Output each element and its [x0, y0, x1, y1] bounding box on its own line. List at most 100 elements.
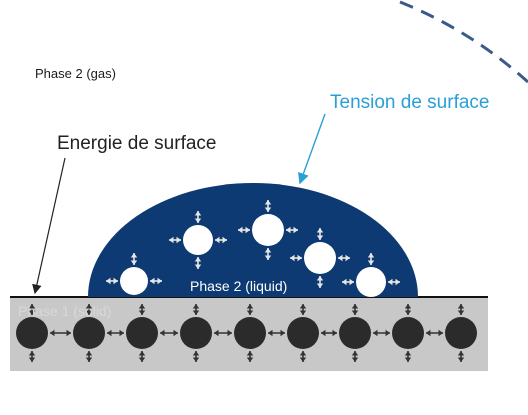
liquid-particle	[183, 225, 213, 255]
force-arrow	[338, 254, 350, 262]
force-arrow-head	[119, 329, 124, 337]
force-arrow-head	[264, 200, 272, 205]
liquid-droplet	[88, 183, 418, 297]
force-arrow	[290, 254, 302, 262]
force-arrow-head	[85, 310, 93, 315]
solid-particle	[16, 317, 48, 349]
force-arrow-head	[299, 310, 307, 315]
force-arrow-head	[388, 278, 393, 286]
force-arrow	[373, 329, 390, 337]
solid-particle	[180, 317, 212, 349]
force-arrow-head	[290, 254, 295, 262]
force-arrow-head	[173, 329, 178, 337]
gas-phase-label: Phase 2 (gas)	[35, 66, 116, 81]
force-arrow-head	[280, 329, 285, 337]
force-arrow-head	[28, 304, 36, 309]
force-arrow-head	[338, 254, 343, 262]
force-arrow	[28, 304, 36, 315]
force-arrow-head	[245, 226, 250, 234]
force-arrow-head	[373, 329, 378, 337]
force-arrow-head	[28, 310, 36, 315]
force-arrow	[457, 351, 465, 362]
force-arrow	[214, 329, 232, 337]
force-arrow-head	[367, 253, 375, 258]
force-arrow-head	[404, 310, 412, 315]
force-arrow-head	[316, 228, 324, 233]
force-arrow-head	[113, 277, 118, 285]
force-arrow	[299, 304, 307, 315]
surface-tension-label: Tension de surface	[330, 92, 490, 113]
force-arrow-head	[192, 357, 200, 362]
force-arrow	[246, 351, 254, 362]
surface-energy-label: Energie de surface	[57, 133, 217, 154]
force-arrow	[342, 278, 354, 286]
dashed-outline-arc	[399, 0, 528, 84]
liquid-particle	[304, 242, 336, 274]
force-arrow-head	[404, 304, 412, 309]
force-arrow-head	[321, 329, 326, 337]
force-arrow-head	[246, 310, 254, 315]
force-arrow	[404, 351, 412, 362]
force-arrow-head	[264, 255, 272, 260]
force-arrow-head	[215, 236, 220, 244]
force-arrow	[457, 304, 465, 315]
force-arrow	[107, 329, 124, 337]
force-arrow-head	[297, 254, 302, 262]
force-arrow	[238, 226, 250, 234]
solid-particle	[445, 317, 477, 349]
force-arrow-head	[150, 277, 155, 285]
force-arrow	[388, 278, 400, 286]
force-arrow-head	[192, 310, 200, 315]
force-arrow-head	[268, 329, 273, 337]
force-arrow-head	[351, 351, 359, 356]
force-arrow-head	[299, 357, 307, 362]
force-arrow-head	[160, 329, 165, 337]
force-arrow-head	[50, 329, 55, 337]
force-arrow	[169, 236, 181, 244]
force-arrow	[367, 253, 375, 265]
force-arrow-head	[367, 260, 375, 265]
force-arrow-head	[426, 329, 431, 337]
force-arrow-head	[176, 236, 181, 244]
force-arrow	[215, 236, 227, 244]
force-arrow	[85, 351, 93, 362]
force-arrow	[404, 304, 412, 315]
force-arrow-head	[438, 329, 443, 337]
force-arrow-head	[404, 351, 412, 356]
surface-tension-leader	[298, 113, 326, 185]
liquid-particle	[252, 214, 284, 246]
force-arrow-head	[222, 236, 227, 244]
force-arrow	[426, 329, 443, 337]
force-arrow-head	[342, 278, 347, 286]
force-arrow-head	[85, 351, 93, 356]
force-arrow	[246, 304, 254, 315]
force-arrow	[85, 304, 93, 315]
force-arrow	[316, 276, 324, 288]
force-arrow	[286, 226, 298, 234]
force-arrow-head	[351, 357, 359, 362]
force-arrow-head	[299, 304, 307, 309]
force-arrow	[160, 329, 178, 337]
force-arrow	[28, 351, 36, 362]
force-arrow	[130, 253, 138, 265]
force-arrow	[351, 351, 359, 362]
force-arrow-head	[264, 207, 272, 212]
force-arrow-head	[299, 351, 307, 356]
force-arrow-head	[457, 310, 465, 315]
force-arrow-head	[138, 310, 146, 315]
force-arrow-head	[138, 304, 146, 309]
force-arrow	[321, 329, 337, 337]
force-arrow-head	[192, 351, 200, 356]
force-arrow-head	[138, 357, 146, 362]
surface-energy-leader	[32, 157, 66, 295]
force-arrow-head	[28, 357, 36, 362]
force-arrow-head	[293, 226, 298, 234]
force-arrow	[192, 351, 200, 362]
force-arrow-head	[457, 357, 465, 362]
force-arrow-head	[106, 277, 111, 285]
force-arrow	[138, 304, 146, 315]
force-arrow-head	[316, 276, 324, 281]
force-arrow	[299, 351, 307, 362]
force-arrow-head	[192, 304, 200, 309]
force-arrow-head	[66, 329, 71, 337]
